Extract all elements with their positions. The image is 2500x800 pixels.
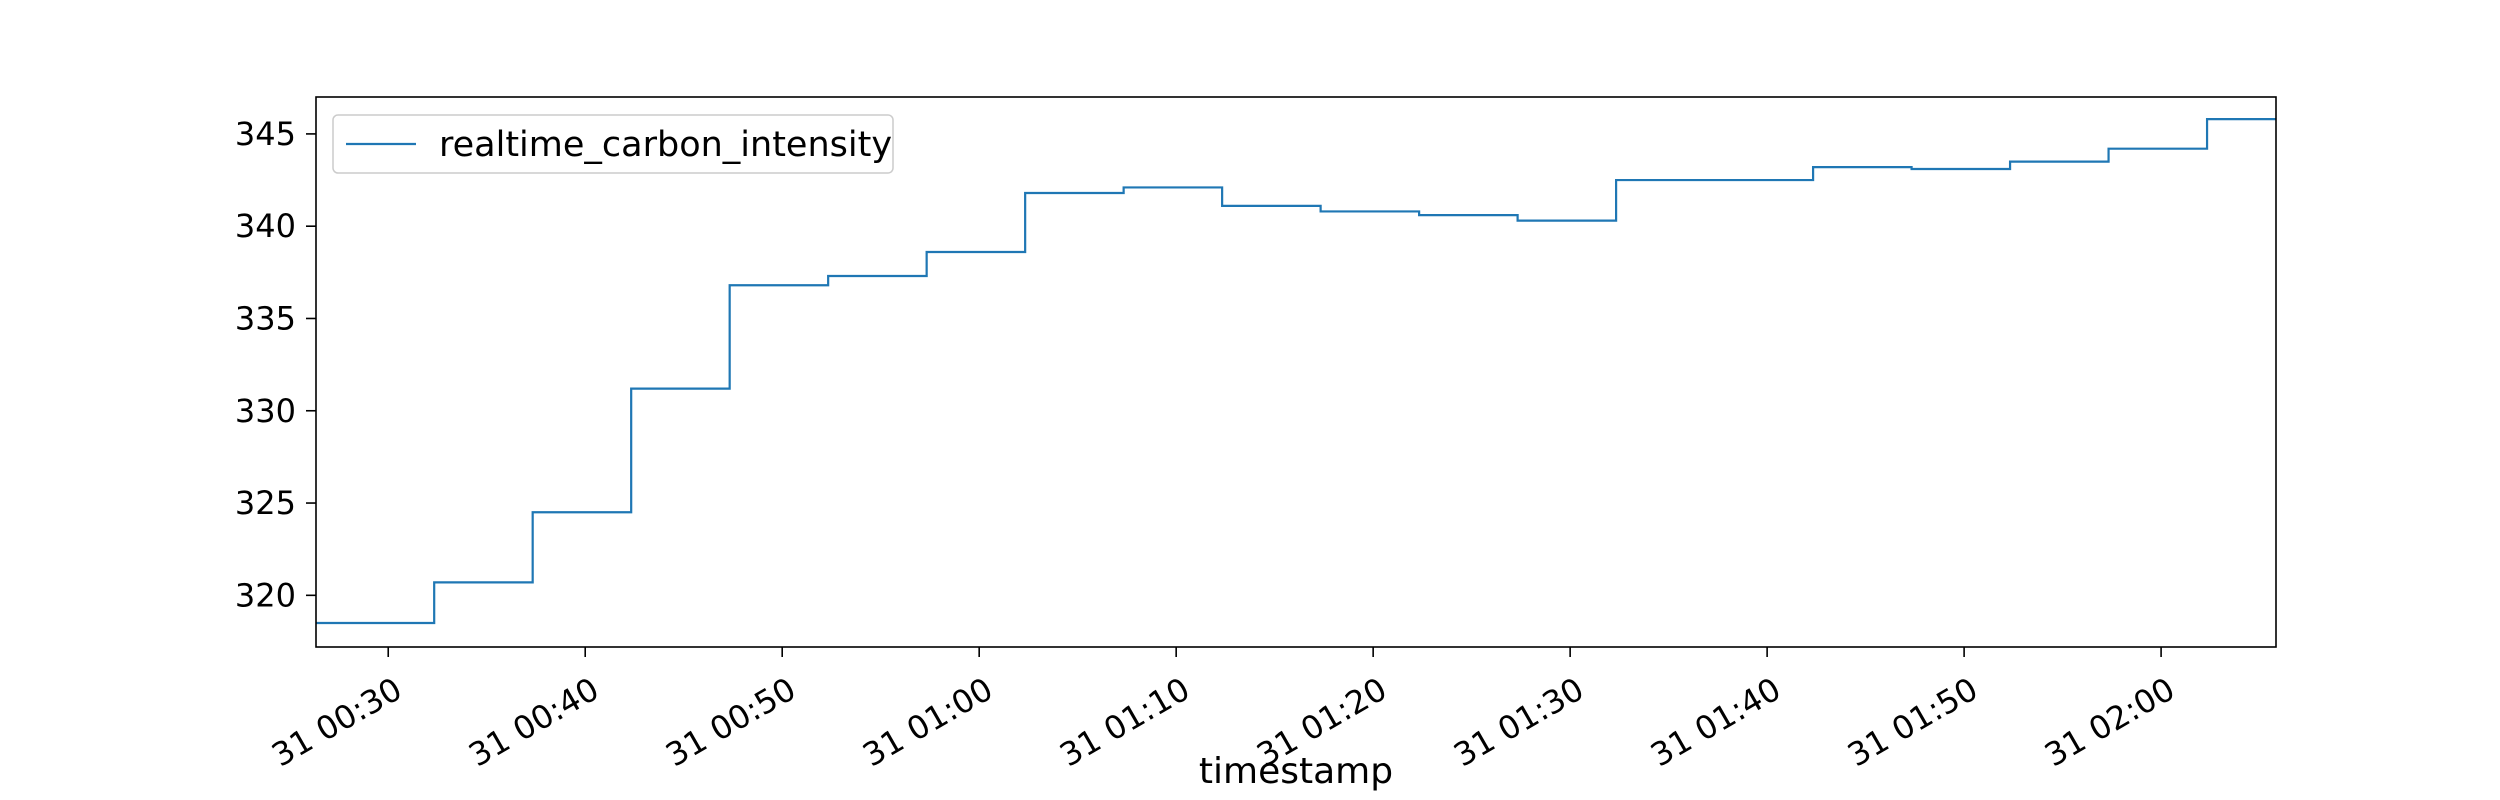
legend-box <box>332 114 894 174</box>
y-tick-label: 345 <box>235 115 296 153</box>
y-tick-label: 340 <box>235 207 296 245</box>
legend-label: realtime_carbon_intensity <box>439 125 892 165</box>
y-tick-label: 320 <box>235 576 296 614</box>
plot-area <box>315 96 2277 648</box>
x-axis-label: timestamp <box>1199 751 1393 792</box>
legend: realtime_carbon_intensity <box>332 114 894 174</box>
series-line-realtime-carbon-intensity <box>316 118 2276 625</box>
plot-frame <box>315 96 2277 648</box>
y-tick-label: 330 <box>235 392 296 430</box>
y-tick-label: 325 <box>235 484 296 522</box>
y-tick-label: 335 <box>235 299 296 337</box>
y-axis: 320 325 330 335 340 345 <box>235 115 316 614</box>
